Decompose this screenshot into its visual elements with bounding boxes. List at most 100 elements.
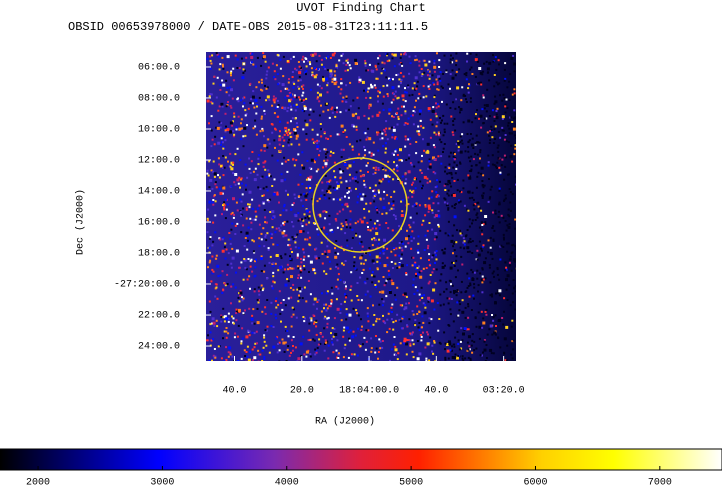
image-pixel xyxy=(224,242,227,245)
image-pixel xyxy=(300,199,303,202)
image-pixel xyxy=(514,218,516,221)
image-pixel xyxy=(433,216,436,219)
image-pixel xyxy=(438,77,441,80)
image-pixel xyxy=(283,230,286,233)
image-pixel xyxy=(488,197,491,200)
image-pixel xyxy=(287,280,290,283)
image-pixel xyxy=(267,249,270,251)
image-pixel xyxy=(271,104,274,107)
image-pixel xyxy=(360,318,362,321)
image-pixel xyxy=(277,343,279,345)
image-pixel xyxy=(344,100,347,103)
image-pixel xyxy=(310,53,313,56)
image-pixel xyxy=(468,218,471,221)
image-pixel xyxy=(233,336,236,339)
image-pixel xyxy=(394,294,396,297)
image-pixel xyxy=(316,148,319,150)
image-pixel xyxy=(365,329,368,332)
image-pixel xyxy=(289,247,292,250)
image-pixel xyxy=(465,72,468,74)
image-pixel xyxy=(389,77,392,80)
image-pixel xyxy=(378,130,381,133)
image-pixel xyxy=(245,208,248,211)
image-pixel xyxy=(212,321,216,325)
image-pixel xyxy=(472,294,475,297)
image-pixel xyxy=(425,359,428,361)
image-pixel xyxy=(443,143,446,145)
image-pixel xyxy=(325,165,328,168)
image-pixel xyxy=(257,290,260,293)
image-pixel xyxy=(237,296,240,299)
image-pixel xyxy=(287,345,290,348)
image-pixel xyxy=(509,191,512,194)
image-pixel xyxy=(352,330,355,333)
image-pixel xyxy=(315,325,318,328)
image-pixel xyxy=(509,264,512,267)
image-pixel xyxy=(222,145,225,148)
image-pixel xyxy=(382,250,384,252)
image-pixel xyxy=(484,257,487,260)
image-pixel xyxy=(473,286,476,289)
image-pixel xyxy=(333,178,336,181)
image-pixel xyxy=(256,104,259,106)
image-pixel xyxy=(235,126,238,129)
image-pixel xyxy=(434,282,437,285)
image-pixel xyxy=(372,323,375,326)
image-pixel xyxy=(241,182,243,185)
image-pixel xyxy=(476,258,479,261)
image-pixel xyxy=(345,313,348,316)
image-pixel xyxy=(280,173,283,176)
image-pixel xyxy=(381,132,384,135)
image-pixel xyxy=(394,215,397,218)
image-pixel xyxy=(347,196,350,199)
image-pixel xyxy=(469,241,472,243)
image-pixel xyxy=(444,342,447,345)
image-pixel xyxy=(242,278,245,281)
image-pixel xyxy=(464,316,467,319)
image-pixel xyxy=(258,81,261,84)
image-pixel xyxy=(212,338,215,341)
image-pixel xyxy=(480,221,483,224)
image-pixel xyxy=(410,163,413,166)
image-pixel xyxy=(460,291,463,294)
image-pixel xyxy=(272,95,275,98)
image-pixel xyxy=(320,310,323,313)
image-pixel xyxy=(376,131,378,134)
image-pixel xyxy=(392,328,395,331)
image-pixel xyxy=(266,86,269,89)
image-pixel xyxy=(213,172,217,176)
image-pixel xyxy=(211,201,214,204)
image-pixel xyxy=(241,296,243,299)
image-pixel xyxy=(456,330,459,333)
image-pixel xyxy=(384,130,387,133)
image-pixel xyxy=(305,208,308,211)
image-pixel xyxy=(470,268,473,271)
image-pixel xyxy=(506,224,509,227)
image-pixel xyxy=(291,267,294,270)
image-pixel xyxy=(272,243,275,246)
image-pixel xyxy=(327,357,330,360)
image-pixel xyxy=(315,333,318,336)
image-pixel xyxy=(471,191,474,194)
image-pixel xyxy=(244,309,246,312)
image-pixel xyxy=(504,194,507,197)
image-pixel xyxy=(372,304,374,307)
image-pixel xyxy=(511,244,514,247)
image-pixel xyxy=(514,175,516,178)
image-pixel xyxy=(433,131,436,134)
image-pixel xyxy=(460,280,463,283)
image-pixel xyxy=(415,212,418,215)
image-pixel xyxy=(332,152,335,154)
image-pixel xyxy=(468,277,471,280)
image-pixel xyxy=(416,289,419,292)
image-pixel xyxy=(474,58,478,62)
image-pixel xyxy=(433,96,436,99)
image-pixel xyxy=(424,204,427,206)
image-pixel xyxy=(394,354,397,356)
image-pixel xyxy=(299,173,302,176)
image-pixel xyxy=(405,342,408,346)
image-pixel xyxy=(515,318,516,321)
image-pixel xyxy=(390,348,393,351)
image-pixel xyxy=(302,205,304,207)
image-pixel xyxy=(374,171,377,174)
